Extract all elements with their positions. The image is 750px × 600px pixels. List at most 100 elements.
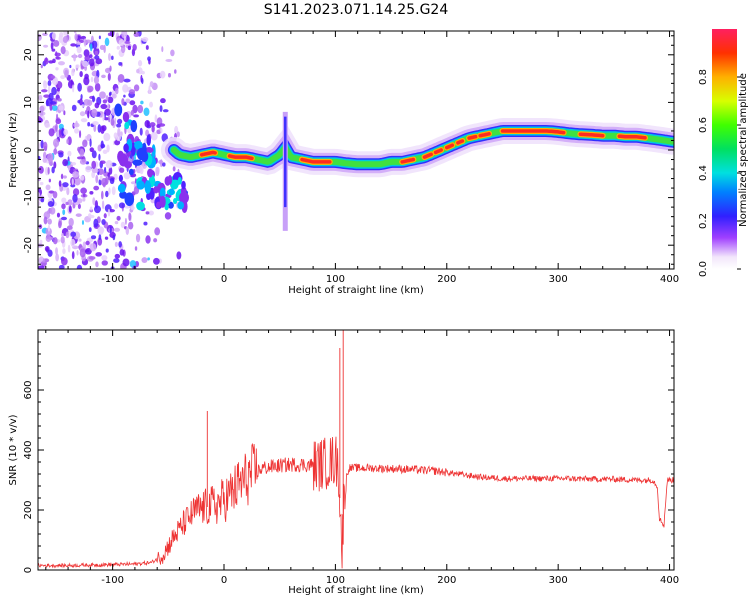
noise-blob	[47, 224, 51, 232]
noise-blob	[114, 221, 119, 225]
noise-blob	[104, 108, 111, 116]
ridge-hot-core	[422, 152, 433, 159]
noise-blob	[48, 128, 55, 137]
turbulence-blob	[167, 175, 173, 185]
turbulence-blob	[130, 120, 138, 133]
noise-blob	[49, 103, 53, 111]
noise-blob	[43, 141, 48, 151]
noise-blob	[118, 39, 125, 47]
y-tick-label: 600	[23, 380, 34, 399]
noise-blob	[48, 236, 54, 241]
noise-blob	[76, 46, 82, 54]
noise-blob	[43, 216, 48, 225]
noise-blob	[60, 75, 66, 80]
noise-blob	[82, 197, 86, 202]
noise-blob	[123, 171, 131, 180]
noise-blob	[154, 114, 158, 123]
noise-blob	[95, 174, 99, 184]
noise-blob	[108, 187, 111, 195]
noise-blob	[45, 227, 52, 236]
noise-blob	[85, 165, 92, 173]
noise-blob	[111, 93, 117, 99]
noise-blob	[156, 129, 161, 135]
noise-blob	[79, 248, 86, 258]
turbulence-blob	[117, 183, 126, 193]
turbulence-blob	[177, 201, 185, 210]
noise-blob	[55, 247, 58, 255]
noise-blob	[90, 76, 94, 83]
turbulence-blob	[134, 140, 143, 150]
noise-blob	[140, 70, 145, 75]
turbulence-blob	[136, 180, 145, 190]
noise-blob	[102, 113, 105, 122]
noise-blob	[74, 33, 78, 41]
noise-blob	[46, 210, 50, 215]
noise-blob	[61, 233, 64, 237]
noise-blob	[127, 127, 132, 134]
noise-blob	[70, 231, 77, 237]
ridge-hot-core	[445, 143, 455, 150]
noise-blob	[133, 84, 140, 92]
noise-blob	[176, 131, 180, 138]
noise-blob	[55, 253, 59, 262]
noise-blob	[79, 148, 85, 157]
noise-blob	[84, 73, 89, 80]
noise-blob	[132, 265, 137, 269]
noise-blob	[66, 225, 73, 231]
noise-blob	[79, 111, 86, 117]
noise-blob	[101, 255, 108, 261]
x-tick-label: 400	[660, 575, 679, 586]
noise-blob	[130, 109, 135, 116]
noise-blob	[43, 44, 49, 48]
noise-blob	[55, 51, 58, 57]
turbulence-blob	[153, 186, 159, 194]
noise-blob	[82, 60, 89, 67]
noise-blob	[65, 231, 70, 239]
noise-blob	[77, 53, 83, 59]
noise-blob	[39, 181, 44, 186]
noise-blob	[111, 55, 114, 61]
y-tick-label: 10	[23, 96, 34, 109]
noise-blob	[100, 103, 108, 110]
turbulence-blob	[122, 111, 130, 123]
noise-blob	[120, 131, 123, 137]
noise-blob	[103, 132, 111, 142]
noise-blob	[158, 123, 166, 127]
ridge-hot-core	[300, 157, 332, 164]
noise-blob	[49, 101, 57, 105]
noise-blob	[94, 205, 101, 214]
noise-blob	[88, 227, 92, 233]
noise-blob	[89, 147, 95, 153]
noise-blob	[47, 166, 50, 175]
noise-blob	[104, 166, 107, 174]
noise-blob	[143, 107, 150, 117]
noise-blob	[161, 162, 166, 167]
noise-blob	[98, 35, 101, 40]
noise-blob	[161, 46, 164, 53]
noise-blob	[127, 221, 134, 230]
noise-blob	[103, 213, 107, 219]
noise-blob	[128, 212, 132, 221]
noise-blob	[50, 75, 56, 79]
noise-blob	[104, 37, 110, 47]
noise-blob	[91, 108, 98, 118]
noise-blob	[101, 260, 108, 266]
noise-blob	[53, 40, 60, 47]
noise-blob	[54, 142, 57, 150]
x-tick-label: 100	[326, 274, 345, 285]
noise-blob	[58, 61, 65, 66]
noise-blob	[158, 160, 164, 165]
noise-blob	[46, 152, 54, 162]
noise-blob	[130, 205, 135, 211]
noise-blob	[91, 168, 99, 174]
noise-blob	[95, 58, 103, 65]
noise-blob	[110, 118, 115, 126]
ridge-hot-core	[467, 134, 478, 140]
turbulence-blob	[118, 174, 123, 182]
noise-blob	[100, 160, 106, 165]
top-y-axis-label: Frequency (Hz)	[8, 112, 19, 188]
y-tick-label: -10	[23, 189, 34, 205]
noise-blob	[40, 64, 43, 69]
noise-blob	[57, 98, 62, 102]
top-x-axis-label: Height of straight line (km)	[288, 285, 424, 296]
